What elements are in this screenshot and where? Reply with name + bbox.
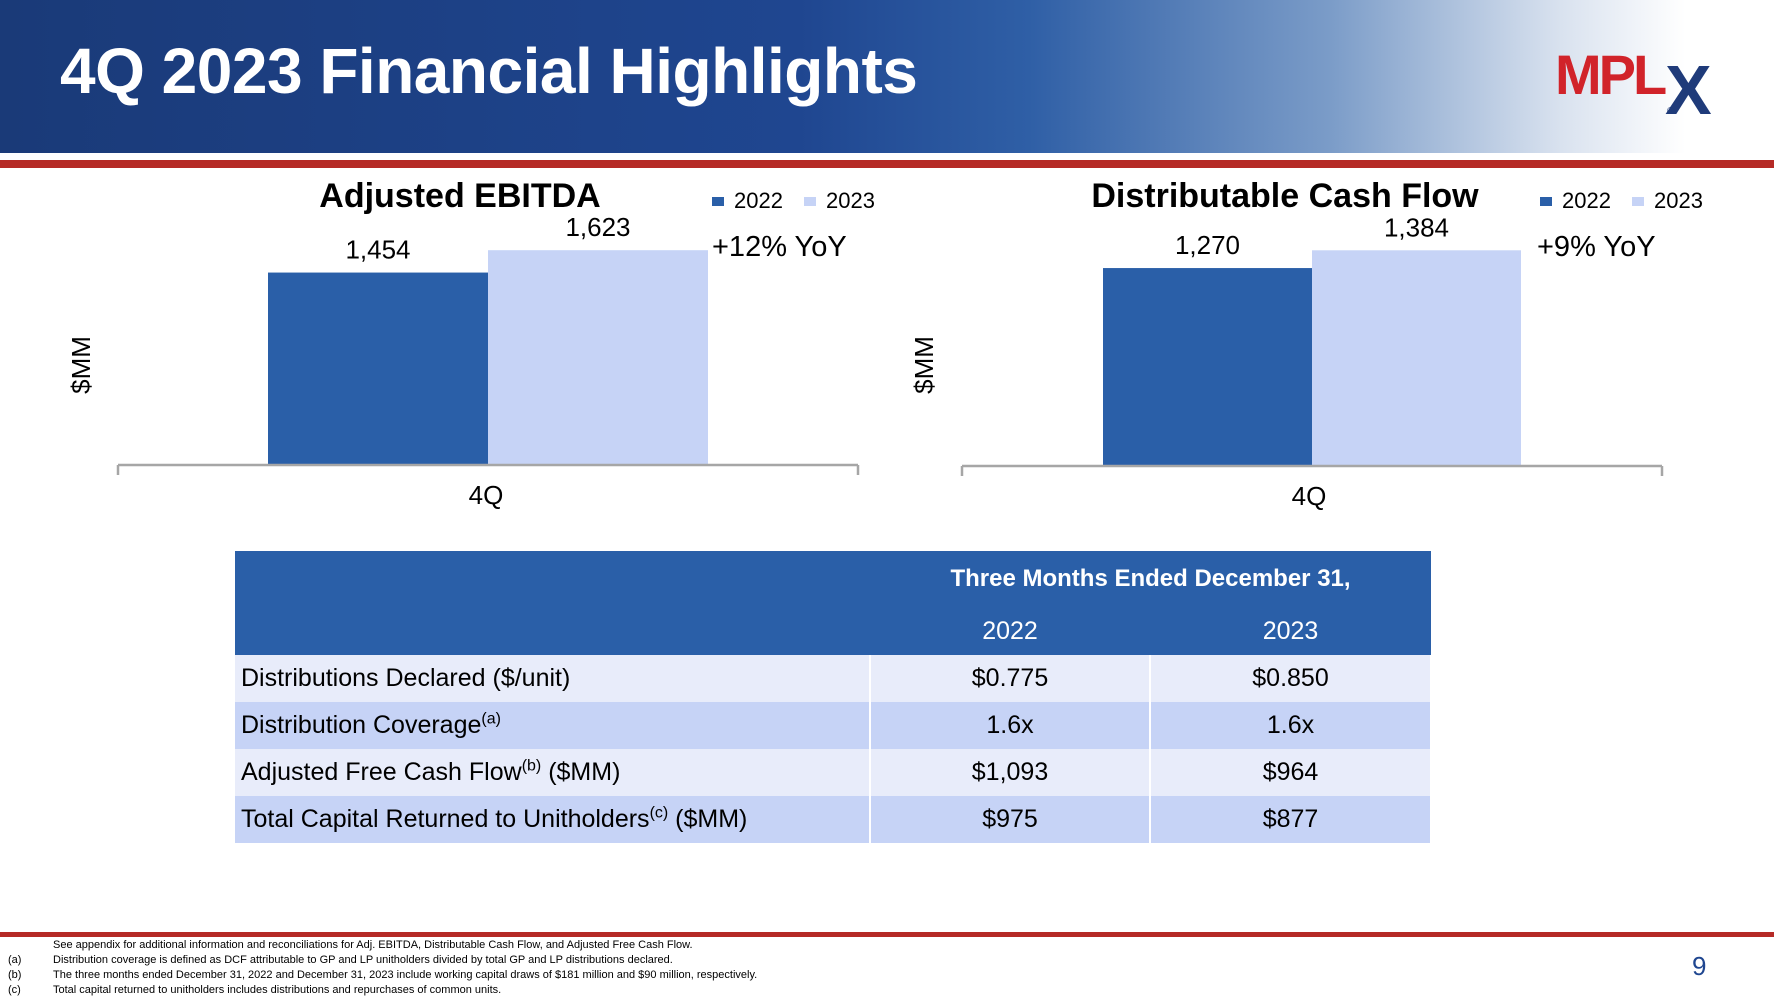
data-label-2022: 1,454 xyxy=(345,235,410,265)
yoy-annotation: +12% YoY xyxy=(712,231,847,263)
footnotes: See appendix for additional information … xyxy=(8,938,1208,998)
table-period-header: Three Months Ended December 31, xyxy=(870,551,1432,607)
legend-label-2023: 2023 xyxy=(1654,188,1703,213)
footnote: See appendix for additional information … xyxy=(53,939,693,951)
svg-text:®: ® xyxy=(1667,106,1675,117)
table-corner-2 xyxy=(235,607,870,655)
bar-2022 xyxy=(1103,268,1312,466)
distributions-table: Three Months Ended December 31, 2022 202… xyxy=(235,551,1433,843)
legend-swatch-2023 xyxy=(1632,197,1644,206)
bar-2022 xyxy=(268,272,488,465)
table-row: Total Capital Returned to Unitholders(c)… xyxy=(235,796,1433,843)
data-label-2023: 1,384 xyxy=(1384,212,1449,242)
table-row: Distribution Coverage(a) 1.6x 1.6x xyxy=(235,702,1433,749)
x-tick-label: 4Q xyxy=(469,480,504,510)
footnote-ref: (c) xyxy=(649,804,669,822)
x-tick-label: 4Q xyxy=(1292,481,1327,511)
distributable-cash-flow-svg: Distributable Cash Flow $MM 1,270 2022 1,384… xyxy=(909,180,1703,511)
cell-2022: $0.775 xyxy=(870,655,1151,702)
row-label: Distribution Coverage(a) xyxy=(235,702,871,749)
footnote: (c) Total capital returned to unitholders… xyxy=(8,984,502,996)
bar-2023 xyxy=(1312,250,1521,466)
legend-label-2022: 2022 xyxy=(1562,188,1611,213)
footnote-ref: (a) xyxy=(481,710,501,728)
svg-text:X: X xyxy=(1665,51,1712,120)
cell-2023: $0.850 xyxy=(1150,655,1433,702)
svg-text:MPL: MPL xyxy=(1555,48,1666,106)
bottom-rule xyxy=(0,932,1774,937)
cell-2022: 1.6x xyxy=(870,702,1151,749)
footnote: (a) Distribution coverage is defined as D… xyxy=(8,954,673,966)
col-header-2023: 2023 xyxy=(1150,607,1432,655)
page-number: 9 xyxy=(1692,951,1707,981)
distributable-cash-flow-chart: Distributable Cash Flow $MM 1,270 2022 1,384… xyxy=(895,180,1755,520)
yoy-annotation: +9% YoY xyxy=(1537,231,1656,263)
legend-swatch-2022 xyxy=(1540,197,1552,206)
page-title: 4Q 2023 Financial Highlights xyxy=(60,35,918,107)
row-label: Total Capital Returned to Unitholders(c)… xyxy=(235,796,871,843)
chart-title: Distributable Cash Flow xyxy=(1091,180,1479,215)
table-row: Adjusted Free Cash Flow(b) ($MM) $1,093 $9… xyxy=(235,749,1433,796)
cell-2023: 1.6x xyxy=(1150,702,1433,749)
bar-2023 xyxy=(488,250,708,465)
cell-2022: $1,093 xyxy=(870,749,1151,796)
data-label-2023: 1,623 xyxy=(565,212,630,242)
row-label: Distributions Declared ($/unit) xyxy=(235,655,871,702)
col-header-2022: 2022 xyxy=(870,607,1150,655)
adjusted-ebitda-chart: Adjusted EBITDA $MM 1,454 2022 1,623 2023 +12%… xyxy=(50,180,910,520)
cell-2022: $975 xyxy=(870,796,1151,843)
table-corner xyxy=(235,551,870,607)
footnote: (b) The three months ended December 31, 2… xyxy=(8,969,758,981)
mplx-logo: MPL X ® xyxy=(1555,48,1712,120)
cell-2023: $964 xyxy=(1150,749,1433,796)
legend-label-2022: 2022 xyxy=(734,188,783,213)
chart-title: Adjusted EBITDA xyxy=(319,180,600,215)
adjusted-ebitda-svg: Adjusted EBITDA $MM 1,454 2022 1,623 2023 +12%… xyxy=(66,180,875,510)
y-axis-label: $MM xyxy=(66,336,96,394)
cell-2023: $877 xyxy=(1150,796,1433,843)
table-row: Distributions Declared ($/unit) $0.775 $0.… xyxy=(235,655,1433,702)
header-band xyxy=(0,0,1774,153)
row-label: Adjusted Free Cash Flow(b) ($MM) xyxy=(235,749,871,796)
legend-swatch-2022 xyxy=(712,197,724,206)
footnote-ref: (b) xyxy=(521,757,542,775)
legend-label-2023: 2023 xyxy=(826,188,875,213)
legend-swatch-2023 xyxy=(804,197,816,206)
y-axis-label: $MM xyxy=(909,336,939,394)
data-label-2022: 1,270 xyxy=(1175,230,1240,260)
top-rule xyxy=(0,160,1774,168)
